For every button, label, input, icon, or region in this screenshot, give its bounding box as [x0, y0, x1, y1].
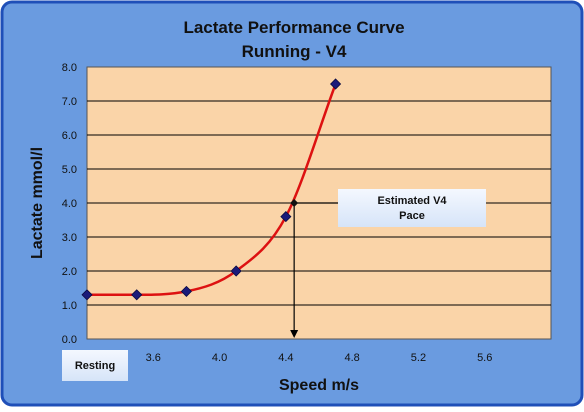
y-tick-label: 3.0 [62, 232, 77, 244]
y-tick-label: 7.0 [62, 96, 77, 108]
data-point [230, 265, 242, 277]
data-point [330, 78, 342, 90]
data-point [280, 211, 292, 223]
y-tick-label: 6.0 [62, 130, 77, 142]
x-tick-label: 4.8 [344, 352, 359, 364]
chart-title-line-1: Lactate Performance Curve [183, 18, 404, 37]
x-axis-label: Speed m/s [279, 377, 359, 394]
y-tick-label: 1.0 [62, 300, 77, 312]
y-tick-label: 2.0 [62, 266, 77, 278]
x-tick-labels: 3.6 4.0 4.4 4.8 5.2 5.6 [146, 352, 493, 364]
resting-label-box [62, 350, 128, 381]
y-tick-label: 8.0 [62, 62, 77, 74]
v4-annotation-line-2: Pace [399, 210, 425, 222]
y-tick-labels: 0.0 1.0 2.0 3.0 4.0 5.0 6.0 7.0 8.0 [62, 62, 77, 346]
y-tick-label: 5.0 [62, 164, 77, 176]
x-tick-label: 5.6 [477, 352, 492, 364]
data-points [81, 78, 342, 301]
data-point [180, 285, 192, 297]
data-point [81, 289, 93, 301]
v4-arrow-head [290, 330, 299, 338]
x-tick-label: 3.6 [146, 352, 161, 364]
data-point [131, 289, 143, 301]
x-tick-label: 5.2 [411, 352, 426, 364]
y-tick-label: 0.0 [62, 334, 77, 346]
y-axis-label: Lactate mmol/l [29, 147, 46, 259]
v4-annotation-line-1: Estimated V4 [377, 195, 447, 207]
x-tick-label: 4.0 [212, 352, 227, 364]
chart-title-line-2: Running - V4 [242, 42, 347, 61]
resting-label: Resting [75, 360, 115, 372]
v4-marker [290, 199, 299, 207]
v4-annotation-box [338, 189, 486, 227]
y-tick-label: 4.0 [62, 198, 77, 210]
x-tick-label: 4.4 [278, 352, 293, 364]
v4-guide-lines [290, 199, 338, 338]
